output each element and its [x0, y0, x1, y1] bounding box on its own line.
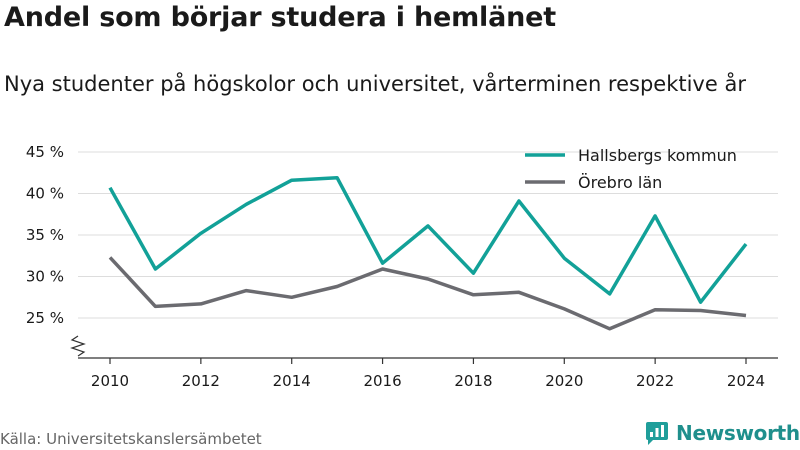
y-tick-label: 25 % [26, 309, 64, 327]
y-tick-label: 35 % [26, 226, 64, 244]
series-line-hallsbergs-kommun [108, 175, 748, 304]
legend-label: Örebro län [578, 173, 662, 192]
x-tick-label: 2014 [273, 372, 311, 390]
legend-label: Hallsbergs kommun [578, 146, 737, 165]
chart-subtitle: Nya studenter på högskolor och universit… [4, 72, 746, 96]
series-line-orebro-lan [108, 256, 747, 331]
chart-title: Andel som börjar studera i hemlänet [4, 2, 556, 33]
x-tick-label: 2024 [727, 372, 765, 390]
x-tick-label: 2012 [182, 372, 220, 390]
brand-logo[interactable]: Newsworthy [644, 420, 800, 446]
brand-name: Newsworthy [676, 421, 800, 445]
source-note: Källa: Universitetskanslersämbetet [0, 430, 262, 448]
x-tick-label: 2022 [636, 372, 674, 390]
newsworthy-logo-icon [646, 422, 668, 445]
x-tick-label: 2016 [363, 372, 401, 390]
line-chart: 25 % 30 % 35 % 40 % 45 % 2010 2012 2014 2016 2018… [26, 143, 778, 390]
axis-break-icon [70, 335, 86, 357]
x-tick-label: 2020 [545, 372, 583, 390]
y-tick-label: 40 % [26, 185, 64, 203]
x-tick-label: 2010 [91, 372, 129, 390]
y-tick-label: 45 % [26, 143, 64, 161]
x-tick-label: 2018 [454, 372, 492, 390]
y-tick-label: 30 % [26, 268, 64, 286]
